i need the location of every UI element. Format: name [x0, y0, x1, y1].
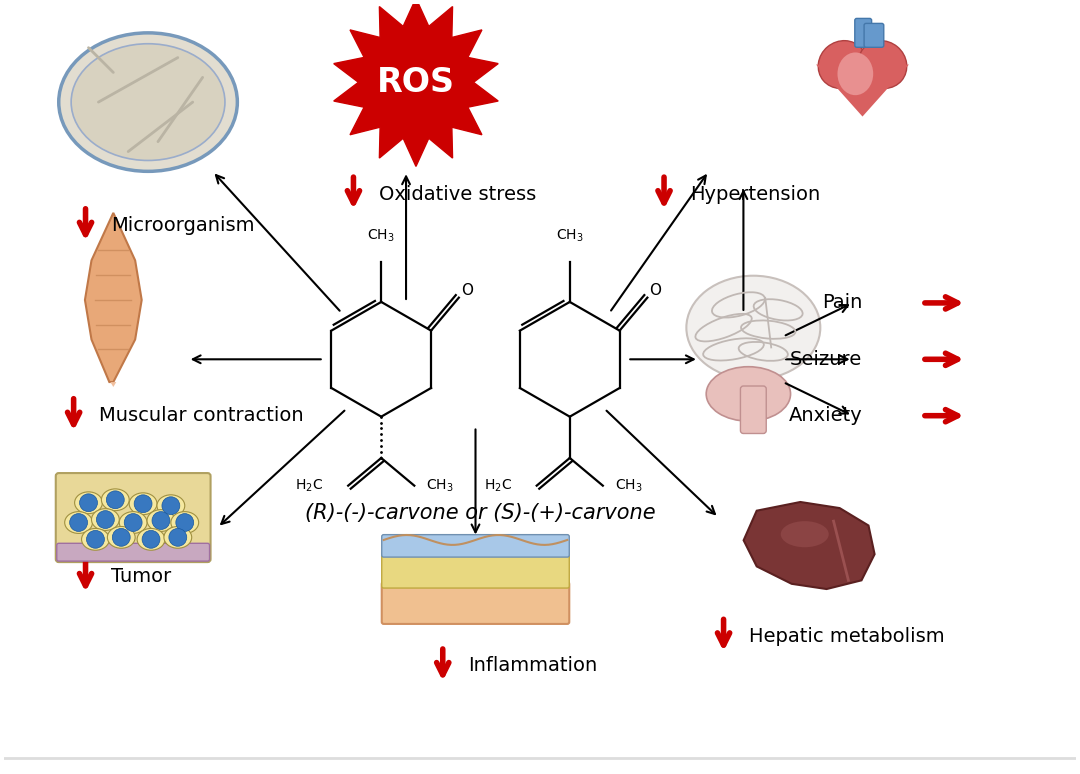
Circle shape	[112, 529, 131, 546]
Ellipse shape	[687, 276, 821, 379]
Circle shape	[168, 529, 187, 546]
Ellipse shape	[82, 529, 109, 550]
Polygon shape	[744, 502, 875, 589]
Text: CH$_3$: CH$_3$	[556, 228, 583, 244]
Text: H$_2$C: H$_2$C	[484, 478, 512, 494]
Ellipse shape	[147, 509, 175, 532]
Ellipse shape	[58, 33, 238, 171]
Circle shape	[124, 514, 143, 532]
Ellipse shape	[102, 489, 130, 511]
Text: Microorganism: Microorganism	[111, 216, 255, 235]
Ellipse shape	[837, 53, 874, 95]
Circle shape	[176, 514, 193, 532]
FancyBboxPatch shape	[381, 582, 569, 624]
Text: Tumor: Tumor	[111, 567, 172, 587]
Text: ROS: ROS	[377, 66, 455, 99]
Polygon shape	[816, 64, 909, 117]
Text: CH$_3$: CH$_3$	[427, 478, 454, 494]
Text: Seizure: Seizure	[791, 350, 863, 368]
Ellipse shape	[171, 512, 199, 533]
Text: (R)-(-)-carvone or (S)-(+)-carvone: (R)-(-)-carvone or (S)-(+)-carvone	[306, 502, 656, 522]
Circle shape	[80, 494, 97, 512]
Text: H$_2$C: H$_2$C	[295, 478, 323, 494]
Circle shape	[152, 512, 170, 529]
Text: Pain: Pain	[822, 293, 863, 313]
Circle shape	[106, 491, 124, 509]
Circle shape	[86, 530, 105, 548]
Text: Hepatic metabolism: Hepatic metabolism	[750, 627, 945, 646]
Ellipse shape	[130, 493, 157, 515]
Ellipse shape	[706, 367, 791, 421]
Text: Inflammation: Inflammation	[469, 656, 598, 676]
Ellipse shape	[781, 521, 828, 547]
Ellipse shape	[819, 41, 867, 88]
FancyBboxPatch shape	[854, 19, 872, 47]
FancyBboxPatch shape	[864, 23, 883, 47]
Ellipse shape	[137, 529, 165, 550]
Ellipse shape	[65, 512, 93, 533]
Text: Anxiety: Anxiety	[788, 406, 863, 425]
Polygon shape	[334, 0, 498, 166]
Ellipse shape	[75, 491, 103, 514]
Circle shape	[143, 530, 160, 548]
Ellipse shape	[92, 509, 119, 530]
Text: O: O	[461, 283, 473, 298]
Ellipse shape	[119, 512, 147, 533]
Ellipse shape	[71, 44, 225, 160]
Circle shape	[69, 514, 87, 532]
FancyBboxPatch shape	[57, 543, 210, 561]
Polygon shape	[110, 382, 117, 387]
FancyBboxPatch shape	[56, 473, 211, 562]
FancyBboxPatch shape	[741, 386, 766, 433]
Text: CH$_3$: CH$_3$	[615, 478, 643, 494]
Text: Muscular contraction: Muscular contraction	[99, 406, 305, 425]
Circle shape	[162, 497, 179, 515]
Text: O: O	[649, 283, 661, 298]
FancyBboxPatch shape	[381, 535, 569, 557]
FancyBboxPatch shape	[381, 552, 569, 588]
Circle shape	[134, 495, 152, 512]
Ellipse shape	[107, 526, 135, 548]
Ellipse shape	[157, 495, 185, 516]
Polygon shape	[85, 213, 141, 382]
Circle shape	[96, 511, 114, 529]
Text: CH$_3$: CH$_3$	[367, 228, 395, 244]
Text: Hypertension: Hypertension	[690, 185, 820, 204]
Ellipse shape	[164, 526, 192, 548]
Ellipse shape	[859, 41, 907, 88]
Text: Oxidative stress: Oxidative stress	[379, 185, 537, 204]
